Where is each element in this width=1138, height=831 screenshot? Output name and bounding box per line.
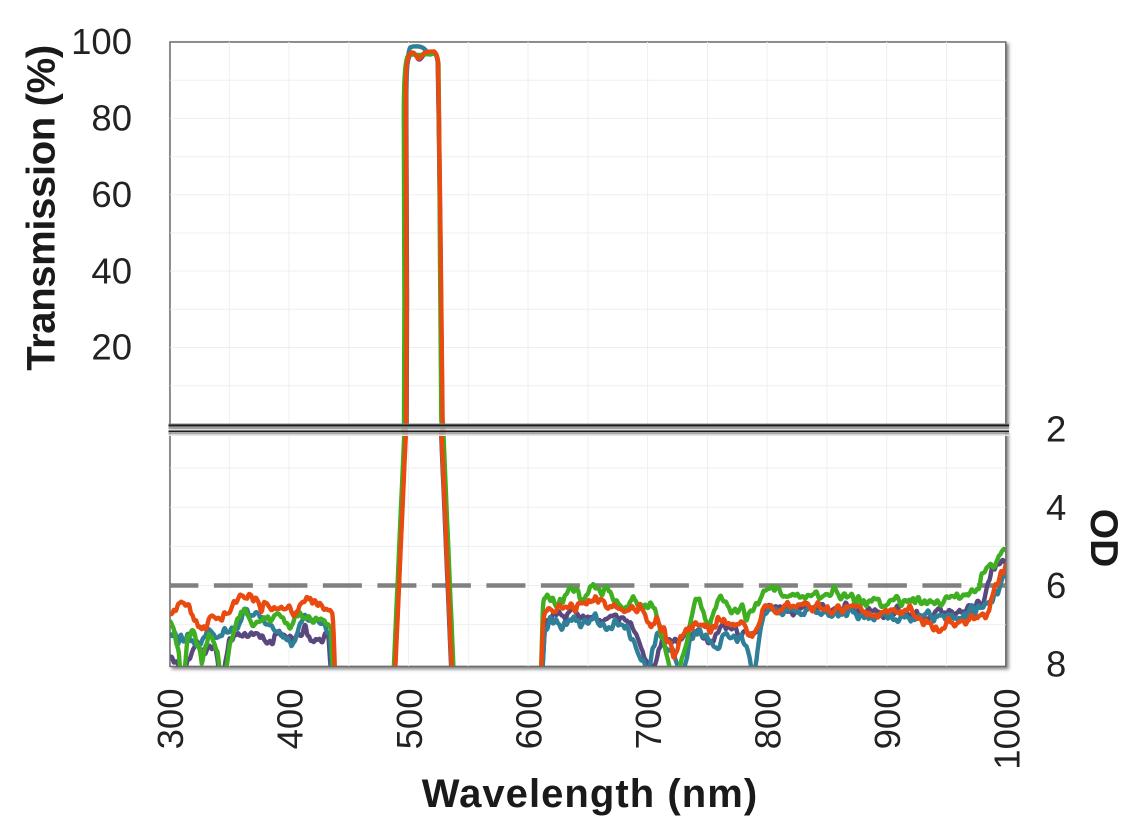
svg-text:Transmission (%): Transmission (%) <box>20 45 64 371</box>
svg-text:800: 800 <box>748 689 789 750</box>
svg-text:100: 100 <box>71 21 132 62</box>
svg-text:40: 40 <box>91 250 132 291</box>
svg-text:900: 900 <box>867 689 908 750</box>
svg-text:1000: 1000 <box>987 689 1028 770</box>
svg-text:Wavelength (nm): Wavelength (nm) <box>422 772 759 816</box>
svg-text:4: 4 <box>1046 487 1066 528</box>
svg-text:20: 20 <box>91 327 132 368</box>
svg-text:700: 700 <box>628 689 669 750</box>
svg-text:2: 2 <box>1046 409 1066 450</box>
svg-text:500: 500 <box>389 689 430 750</box>
svg-text:OD: OD <box>1082 509 1125 568</box>
svg-text:400: 400 <box>269 689 310 750</box>
svg-text:600: 600 <box>509 689 550 750</box>
svg-text:8: 8 <box>1046 644 1066 685</box>
svg-text:80: 80 <box>91 98 132 139</box>
svg-text:300: 300 <box>150 689 191 750</box>
svg-text:6: 6 <box>1046 565 1066 606</box>
svg-text:60: 60 <box>91 174 132 215</box>
